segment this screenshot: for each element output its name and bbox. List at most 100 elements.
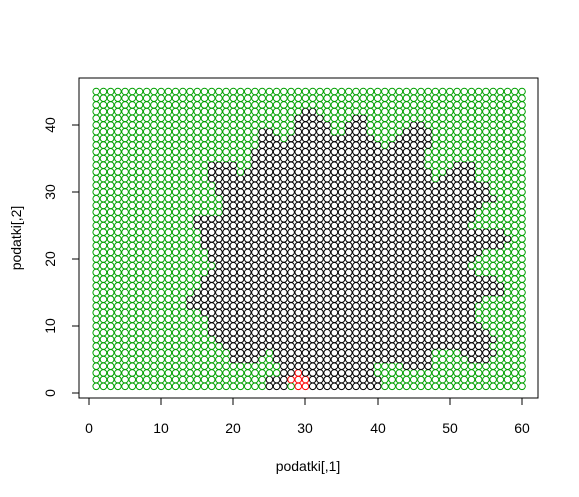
data-point-red [294, 375, 303, 384]
data-point-black [272, 382, 281, 391]
data-point-green [128, 275, 137, 283]
data-point-green [114, 181, 122, 190]
data-point-black [215, 188, 223, 196]
data-point-green [489, 261, 497, 270]
data-point-black [323, 335, 331, 344]
data-point-green [215, 375, 223, 384]
data-point-green [193, 141, 202, 149]
data-point-black [243, 349, 252, 357]
data-point-black [359, 335, 368, 344]
data-point-black [373, 322, 382, 330]
data-point-green [142, 275, 151, 283]
data-point-green [186, 181, 194, 190]
data-point-black [482, 188, 490, 196]
data-point-black [352, 295, 360, 304]
data-point-green [150, 114, 158, 123]
data-point-black [251, 208, 259, 216]
data-point-black [417, 141, 425, 149]
data-point-green [200, 328, 209, 337]
data-point-black [301, 168, 310, 176]
data-point-black [409, 221, 418, 230]
data-point-green [200, 168, 209, 176]
data-point-green [503, 308, 512, 317]
data-point-black [301, 369, 310, 377]
data-point-black [272, 154, 281, 163]
data-point-black [424, 215, 432, 223]
data-point-green [518, 362, 526, 371]
data-point-green [135, 349, 144, 357]
data-point-green [366, 121, 375, 129]
data-point-black [337, 228, 346, 236]
data-point-black [243, 355, 252, 364]
data-point-green [373, 107, 382, 116]
data-point-green [92, 148, 101, 156]
data-point-black [431, 315, 440, 324]
data-point-black [308, 335, 317, 344]
data-point-black [222, 161, 230, 169]
data-point-green [106, 315, 115, 324]
data-point-black [467, 355, 476, 364]
data-point-black [308, 127, 317, 136]
data-point-green [474, 208, 483, 216]
data-point-black [222, 194, 230, 203]
data-point-green [446, 121, 454, 129]
data-point-green [135, 194, 144, 203]
data-point-black [460, 261, 469, 270]
data-point-green [186, 342, 194, 350]
data-point-black [222, 215, 230, 223]
data-point-green [157, 282, 165, 290]
data-point-black [323, 355, 331, 364]
data-point-black [287, 168, 295, 176]
data-point-green [467, 375, 476, 384]
data-point-green [128, 248, 137, 257]
data-point-green [114, 248, 122, 257]
data-point-green [99, 335, 108, 344]
data-point-black [301, 161, 310, 169]
data-point-black [323, 127, 331, 136]
data-point-green [482, 268, 490, 277]
data-point-green [496, 107, 505, 116]
data-point-green [121, 168, 129, 176]
data-point-black [366, 248, 375, 257]
data-point-black [294, 328, 303, 337]
data-point-green [121, 295, 129, 304]
data-point-green [518, 181, 526, 190]
data-point-black [453, 228, 461, 236]
data-point-green [489, 221, 497, 230]
data-point-black [359, 315, 368, 324]
data-point-black [294, 255, 303, 263]
data-point-black [409, 322, 418, 330]
data-point-black [258, 181, 267, 190]
data-point-green [114, 194, 122, 203]
data-point-green [128, 349, 137, 357]
data-point-green [179, 188, 187, 196]
data-point-green [128, 101, 137, 109]
data-point-green [142, 342, 151, 350]
data-point-green [171, 295, 180, 304]
data-point-green [150, 308, 158, 317]
data-point-green [114, 308, 122, 317]
data-point-green [99, 328, 108, 337]
data-point-green [489, 308, 497, 317]
data-point-green [402, 114, 411, 123]
data-point-green [128, 134, 137, 143]
data-point-black [395, 248, 404, 257]
data-point-green [265, 107, 274, 116]
data-point-green [171, 134, 180, 143]
data-point-green [207, 194, 216, 203]
data-point-green [193, 375, 202, 384]
data-point-green [381, 101, 389, 109]
data-point-black [222, 235, 230, 243]
data-point-green [258, 369, 267, 377]
data-point-black [215, 228, 223, 236]
data-point-green [308, 94, 317, 102]
data-point-black [301, 308, 310, 317]
data-point-green [106, 161, 115, 169]
data-point-green [193, 255, 202, 263]
data-point-black [345, 201, 353, 210]
data-point-black [453, 201, 461, 210]
data-point-black [272, 208, 281, 216]
data-point-black [316, 215, 324, 223]
data-point-green [489, 148, 497, 156]
data-point-black [388, 148, 396, 156]
